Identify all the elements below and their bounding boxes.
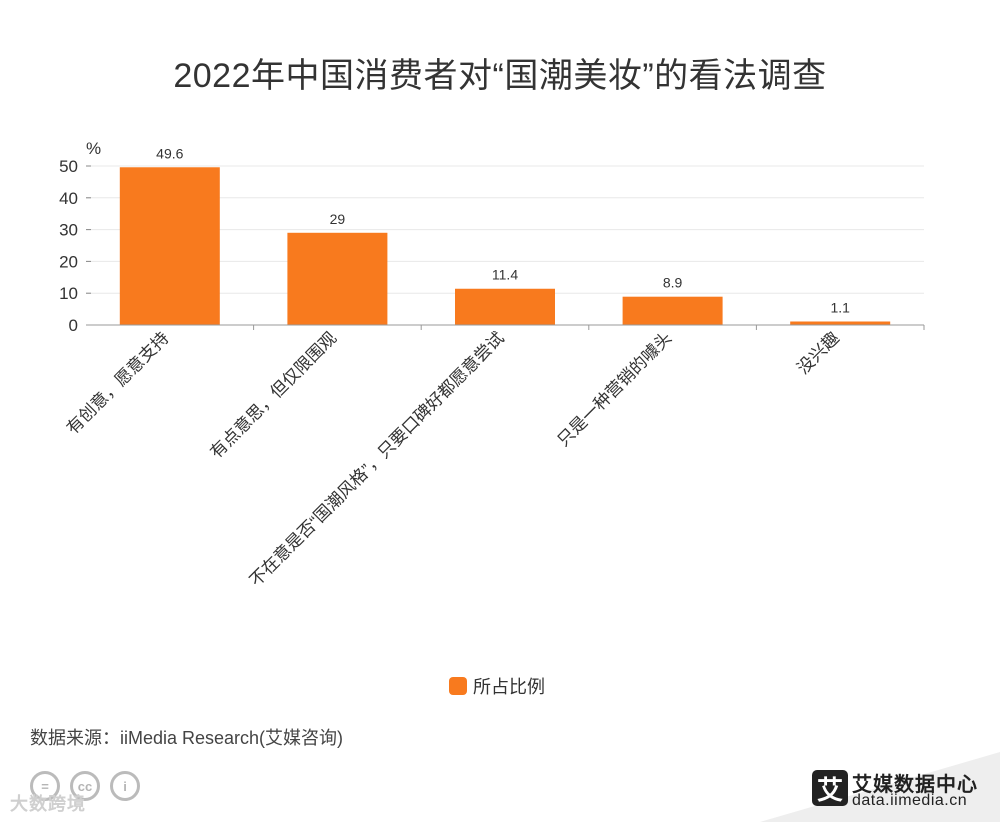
value-labels: 49.6 29 11.4 8.9 1.1	[156, 145, 850, 315]
category-label: 只是一种营销的噱头	[554, 328, 676, 450]
brand-logo: 艾	[812, 770, 848, 806]
category-label: 有点意思，但仅限围观	[207, 328, 341, 462]
y-tick-label: 20	[59, 252, 78, 271]
watermark: 大数跨境	[10, 794, 86, 814]
y-axis-unit: %	[86, 139, 101, 158]
cc-icon: cc	[70, 771, 100, 801]
legend[interactable]: 所占比例	[449, 674, 545, 698]
category-label: 没兴趣	[794, 328, 843, 377]
y-tick-label: 10	[59, 284, 78, 303]
bar	[455, 288, 555, 325]
chart-title: 2022年中国消费者对“国潮美妆”的看法调查	[173, 57, 827, 95]
y-tick-label: 40	[59, 189, 78, 208]
bars	[119, 167, 891, 325]
y-axis-ticks: 0 10 20 30 40 50	[59, 157, 78, 335]
y-tick-label: 30	[59, 221, 78, 240]
attribution-icon: i	[110, 771, 140, 801]
y-tick-label: 50	[59, 157, 78, 176]
category-label: 有创意，愿意支持	[63, 328, 173, 438]
legend-label: 所占比例	[473, 677, 545, 697]
brand-url: data.iimedia.cn	[852, 792, 968, 809]
license-icons: = cc i	[8, 765, 158, 822]
category-label: 不在意是否“国潮风格”，只要口碑好都愿意尝试	[246, 328, 508, 590]
legend-swatch	[449, 677, 467, 695]
value-label: 8.9	[663, 275, 683, 291]
nd-icon: =	[30, 771, 60, 801]
value-label: 1.1	[830, 300, 850, 316]
bar	[622, 296, 723, 325]
bar-chart: 0 10 20 30 40 50 % 49.6 29 11.4 8.9 1.1 有创意，愿意支持有…	[59, 139, 925, 590]
data-source: 数据来源：iiMedia Research(艾媒咨询)	[30, 728, 344, 748]
x-axis-labels: 有创意，愿意支持 有点意思，但仅限围观不在意是否“国潮风格”，只要口碑好都愿意尝试…	[63, 325, 925, 590]
brand-name: 艾媒数据中心	[852, 774, 978, 796]
bar	[119, 167, 220, 325]
value-label: 49.6	[156, 145, 183, 161]
bar	[287, 232, 388, 325]
value-label: 11.4	[492, 267, 518, 283]
y-tick-label: 0	[69, 316, 78, 335]
bar	[790, 321, 891, 325]
value-label: 29	[330, 211, 346, 227]
